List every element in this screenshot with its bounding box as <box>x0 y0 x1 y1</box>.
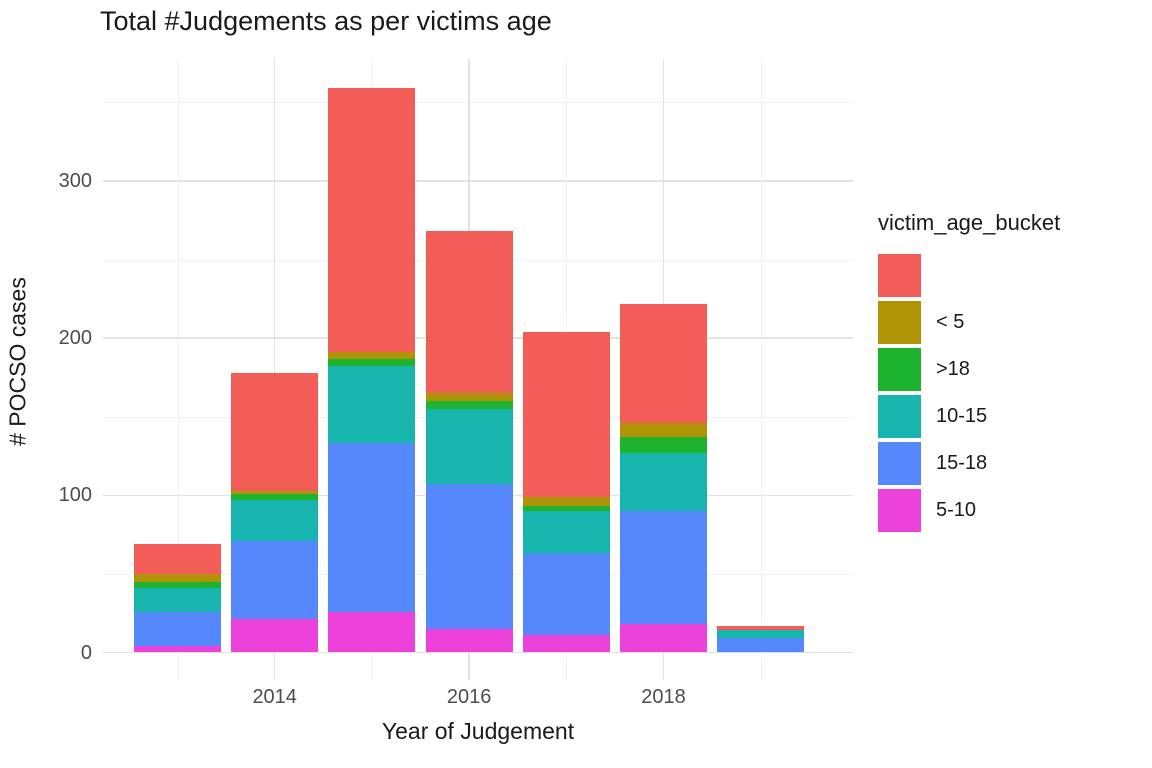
x-tick-label: 2014 <box>252 686 297 708</box>
bar-segment <box>620 303 707 423</box>
legend-entry-label: 10-15 <box>936 405 988 427</box>
bar-segment <box>425 484 513 629</box>
gridline-x-minor <box>177 59 179 680</box>
bar-segment <box>328 366 416 444</box>
y-tick-label: 200 <box>58 327 92 350</box>
gridline-y-minor <box>103 102 853 104</box>
bar-segment <box>522 331 610 497</box>
bar-segment <box>425 628 513 653</box>
legend-key-swatch <box>878 395 921 438</box>
bar-segment <box>717 638 805 653</box>
bar-segment <box>328 88 416 353</box>
bar-segment <box>620 624 707 653</box>
legend-row: 10-15 <box>878 395 1148 438</box>
bar-segment <box>620 452 707 511</box>
x-axis-title: Year of Judgement <box>381 718 575 744</box>
bar-segment <box>134 646 221 653</box>
legend-row: < 5 <box>878 301 1148 344</box>
bar-segment <box>522 496 610 507</box>
legend-key-swatch <box>878 442 921 485</box>
bar-segment <box>134 588 221 612</box>
legend-entry-label: < 5 <box>936 311 965 333</box>
bar-segment <box>717 630 805 639</box>
x-tick-label: 2016 <box>446 686 492 708</box>
legend-key-swatch <box>878 254 921 297</box>
bar-segment <box>231 490 319 494</box>
y-tick-label: 300 <box>58 169 92 192</box>
legend-row: 5-10 <box>878 489 1148 532</box>
bar-segment <box>231 493 319 500</box>
bar-segment <box>231 500 319 541</box>
gridline-x-minor <box>760 59 762 680</box>
gridline-y-major <box>103 651 853 654</box>
bar-segment <box>425 231 513 394</box>
y-tick-label: 0 <box>80 641 92 664</box>
legend-key-swatch <box>878 348 921 391</box>
legend-title: victim_age_bucket <box>878 210 1061 235</box>
bar-segment <box>717 625 805 631</box>
plot-panel <box>103 59 853 680</box>
legend: victim_age_bucket < 5 >18 10-15 15-18 5-10 <box>878 210 1148 536</box>
gridline-y-major <box>103 180 853 182</box>
bar-segment <box>231 372 319 491</box>
legend-entries: < 5 >18 10-15 15-18 5-10 <box>878 254 1148 532</box>
bar-segment <box>231 540 319 620</box>
legend-key-swatch <box>878 489 921 532</box>
legend-row: >18 <box>878 348 1148 391</box>
bar-segment <box>620 437 707 453</box>
bar-segment <box>231 619 319 653</box>
legend-row <box>878 254 1148 297</box>
bar-segment <box>425 393 513 401</box>
bar-segment <box>134 581 221 589</box>
legend-entry-label: 15-18 <box>936 452 988 474</box>
x-tick-label: 2018 <box>641 686 686 708</box>
bar-segment <box>522 635 610 653</box>
bar-segment <box>620 511 707 625</box>
bar-segment <box>328 358 416 367</box>
bar-segment <box>620 422 707 438</box>
bar-segment <box>425 400 513 409</box>
bar-segment <box>328 443 416 612</box>
y-axis-title: # POCSO cases <box>4 277 31 446</box>
bar-segment <box>134 544 221 574</box>
bar-segment <box>522 506 610 511</box>
legend-row: 15-18 <box>878 442 1148 485</box>
gridline-x-major <box>273 59 276 680</box>
legend-entry-label: 5-10 <box>936 499 977 521</box>
bar-segment <box>328 611 416 653</box>
bar-segment <box>425 408 513 485</box>
bar-segment <box>134 611 221 647</box>
legend-key-swatch <box>878 301 921 344</box>
chart-title: Total #Judgements as per victims age <box>100 6 552 36</box>
bar-segment <box>522 553 610 636</box>
bar-segment <box>328 352 416 359</box>
bar-segment <box>134 573 221 582</box>
y-tick-label: 100 <box>58 484 92 507</box>
legend-entry-label: >18 <box>936 358 970 380</box>
bar-segment <box>522 511 610 554</box>
